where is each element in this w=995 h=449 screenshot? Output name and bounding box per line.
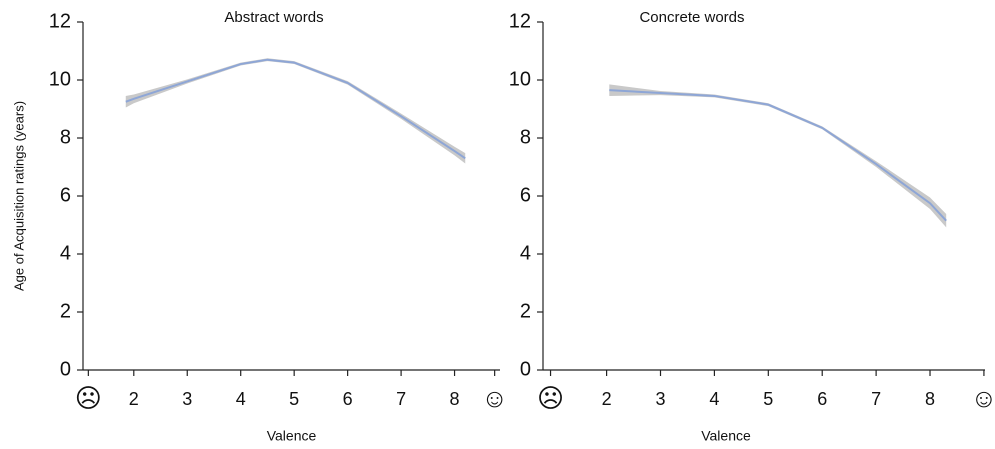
y-tick-label: 2 <box>520 300 531 322</box>
y-tick-label: 8 <box>520 126 531 148</box>
x-tick-label: ☺ <box>481 383 508 413</box>
y-tick-label: 0 <box>520 358 531 380</box>
x-tick-label: ☺ <box>971 383 995 413</box>
y-axis-label: Age of Acquisition ratings (years) <box>11 101 26 291</box>
x-tick-label: ☹ <box>537 383 564 413</box>
line <box>609 89 947 222</box>
x-tick-label: 6 <box>343 389 353 409</box>
x-tick-label: 7 <box>871 389 881 409</box>
x-tick-label: 3 <box>655 389 665 409</box>
y-tick-label: 4 <box>520 242 531 264</box>
x-tick-label: 7 <box>396 389 406 409</box>
x-tick-label: ☹ <box>75 383 102 413</box>
x-tick-label: 4 <box>709 389 719 409</box>
y-tick-label: 6 <box>60 184 71 206</box>
x-tick-label: 5 <box>763 389 773 409</box>
confidence-band <box>125 58 466 164</box>
x-axis-label: Valence <box>701 428 751 444</box>
y-tick-label: 2 <box>60 300 71 322</box>
y-tick-label: 12 <box>509 10 531 32</box>
line <box>125 58 466 160</box>
chart-title: Abstract words <box>224 9 323 26</box>
y-tick-label: 10 <box>49 68 71 90</box>
confidence-band <box>609 84 947 228</box>
y-tick-label: 8 <box>60 126 71 148</box>
x-tick-label: 3 <box>182 389 192 409</box>
x-tick-label: 6 <box>817 389 827 409</box>
x-axis-label: Valence <box>267 428 317 444</box>
y-tick-label: 10 <box>509 68 531 90</box>
y-tick-label: 6 <box>520 184 531 206</box>
y-tick-label: 12 <box>49 10 71 32</box>
chart-title: Concrete words <box>639 9 744 26</box>
y-tick-label: 0 <box>60 358 71 380</box>
x-tick-label: 5 <box>289 389 299 409</box>
x-tick-label: 2 <box>129 389 139 409</box>
y-tick-label: 4 <box>60 242 71 264</box>
x-tick-label: 2 <box>602 389 612 409</box>
x-tick-label: 8 <box>450 389 460 409</box>
x-tick-label: 4 <box>236 389 246 409</box>
x-tick-label: 8 <box>925 389 935 409</box>
